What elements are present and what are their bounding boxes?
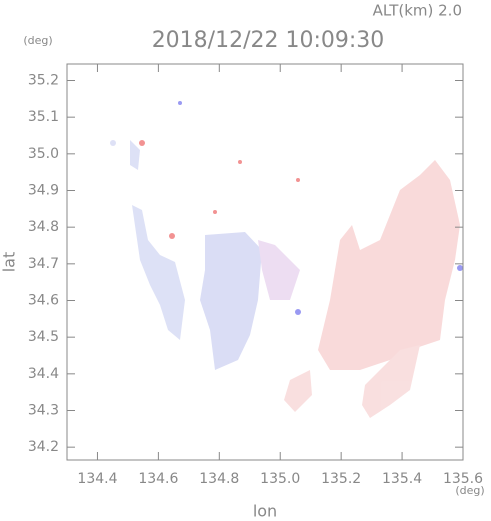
x-unit: (deg) — [455, 484, 484, 497]
y-tick-label: 34.4 — [28, 366, 59, 382]
y-tick-label: 34.6 — [28, 293, 59, 309]
x-tick-label: 134.8 — [199, 471, 239, 487]
y-tick-label: 34.8 — [28, 219, 59, 235]
y-tick-label: 35.1 — [28, 109, 59, 125]
x-tick-label: 135.2 — [321, 471, 361, 487]
y-tick-label: 34.5 — [28, 329, 59, 345]
y-axis-label: lat — [0, 252, 19, 273]
plot-frame — [66, 63, 464, 461]
y-tick-label: 34.9 — [28, 183, 59, 199]
x-tick-label: 134.4 — [77, 471, 117, 487]
x-tick-label: 135.4 — [382, 471, 422, 487]
chart-title: 2018/12/22 10:09:30 — [152, 28, 385, 53]
y-tick-label: 34.7 — [28, 256, 59, 272]
x-tick-label: 135.0 — [260, 471, 300, 487]
y-unit: (deg) — [23, 34, 52, 47]
x-tick-label: 135.6 — [443, 471, 483, 487]
x-axis-label: lon — [253, 502, 277, 521]
altitude-label: ALT(km) 2.0 — [373, 2, 462, 20]
y-tick-label: 35.0 — [28, 146, 59, 162]
y-tick-label: 34.3 — [28, 403, 59, 419]
x-tick-label: 134.6 — [138, 471, 178, 487]
y-tick-label: 35.2 — [28, 73, 59, 89]
y-tick-label: 34.2 — [28, 439, 59, 455]
echo-field — [110, 101, 463, 418]
